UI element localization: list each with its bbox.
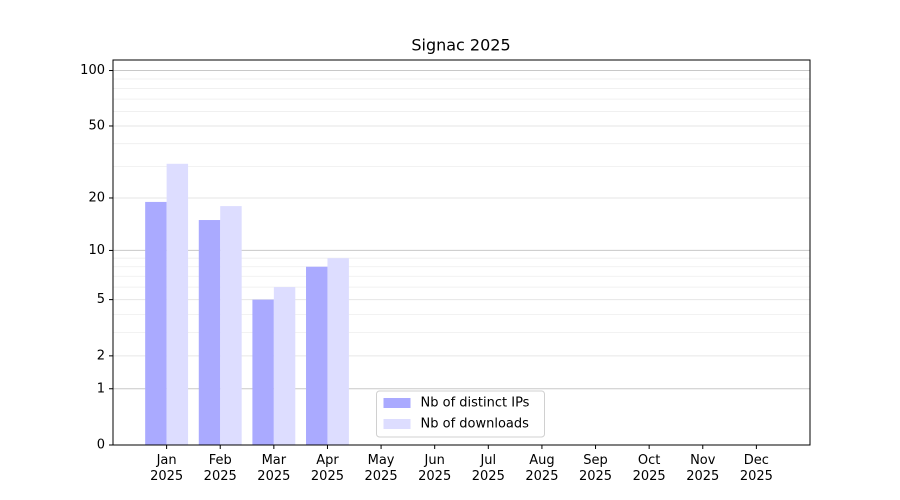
x-tick-label: Jan 2025: [150, 453, 184, 484]
x-tick-label: Jun 2025: [418, 453, 452, 484]
x-tick-label: Feb 2025: [203, 453, 237, 484]
legend: Nb of distinct IPs Nb of downloads: [376, 390, 545, 438]
y-tick-label: 20: [88, 190, 105, 205]
x-tick-label: May 2025: [364, 453, 398, 484]
chart-title: Signac 2025: [411, 36, 510, 55]
x-tick-label: Apr 2025: [310, 453, 344, 484]
x-tick-label: Nov 2025: [686, 453, 720, 484]
bar: [327, 258, 349, 445]
x-tick-label: Jul 2025: [471, 453, 505, 484]
x-tick-label: Sep 2025: [578, 453, 613, 484]
x-tick-label: Aug 2025: [525, 453, 559, 484]
x-tick-label: Oct 2025: [632, 453, 666, 484]
bar: [145, 201, 167, 445]
x-tick-label: Dec 2025: [739, 453, 773, 484]
y-tick-label: 100: [80, 63, 105, 78]
y-tick-label: 0: [97, 438, 105, 453]
y-tick-label: 50: [88, 118, 105, 133]
legend-swatch: [383, 419, 411, 429]
legend-label: Nb of downloads: [421, 417, 530, 432]
plot-frame: [112, 59, 811, 446]
legend-label: Nb of distinct IPs: [421, 396, 530, 411]
bar: [306, 266, 328, 445]
x-tick-label: Mar 2025: [257, 453, 291, 484]
y-tick-label: 2: [97, 348, 105, 363]
legend-box: [376, 390, 545, 438]
legend-swatch: [383, 398, 411, 408]
bar: [252, 299, 274, 445]
y-tick-label: 1: [97, 381, 105, 396]
y-tick-label: 10: [88, 243, 105, 258]
bar: [220, 206, 242, 445]
bar: [198, 220, 221, 445]
bar: [273, 287, 296, 445]
y-tick-label: 5: [97, 292, 105, 307]
bar: [166, 163, 189, 445]
